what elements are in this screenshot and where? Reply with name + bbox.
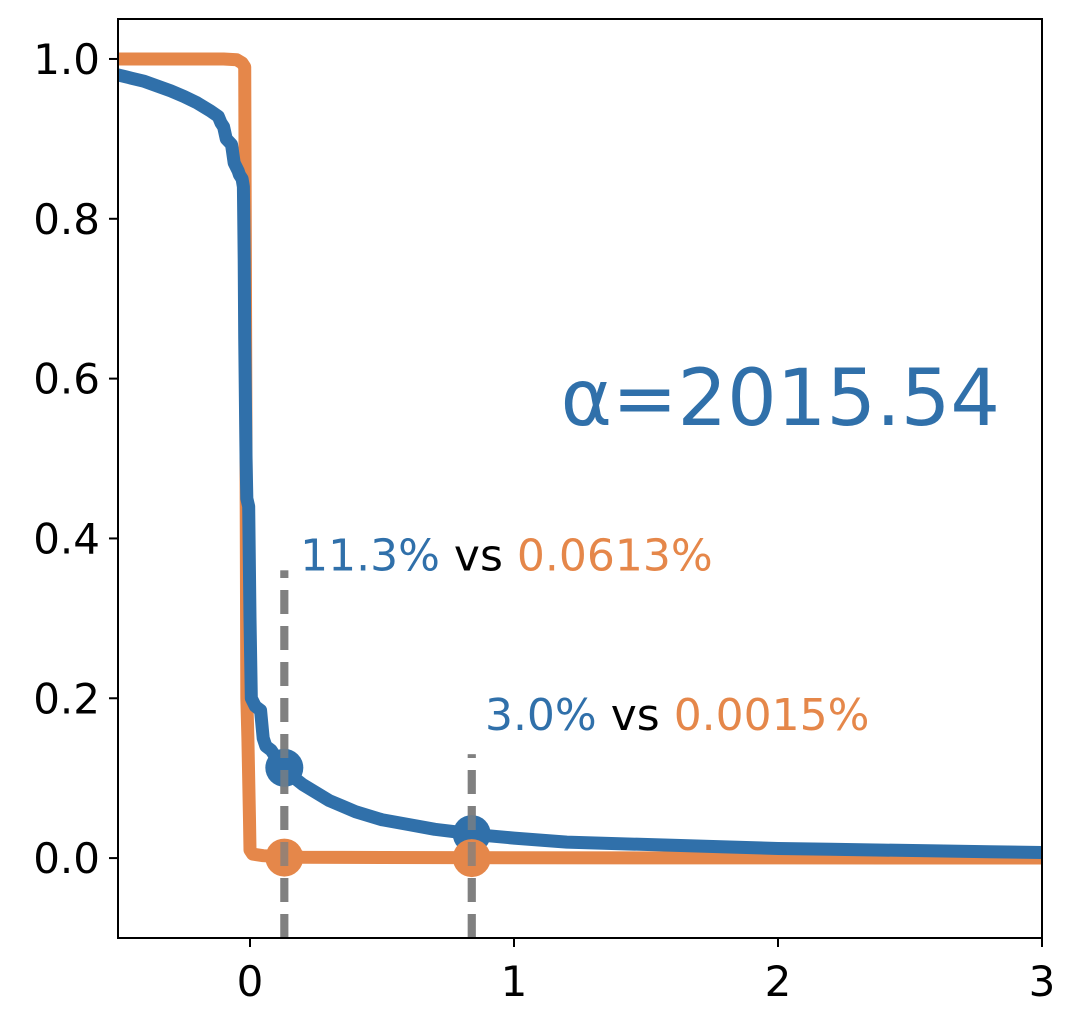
annotation-1: 11.3% vs 0.0613% <box>300 530 712 581</box>
y-tick-label-2: 0.4 <box>33 514 100 563</box>
x-tick-label-1: 1 <box>501 957 528 1006</box>
series-line-blue <box>118 68 1042 859</box>
y-tick-label-1: 0.2 <box>33 674 100 723</box>
y-tick-label-5: 1.0 <box>33 35 100 84</box>
vline-layer <box>280 570 476 938</box>
annotation-vs: vs <box>597 690 674 741</box>
annotation-orange-value: 0.0015% <box>674 690 870 741</box>
text-layer: α=2015.54 11.3% vs 0.0613% 3.0% vs 0.0015% <box>300 354 1000 741</box>
series-layer <box>118 52 1042 865</box>
alpha-label: α=2015.54 <box>561 354 1000 444</box>
plot-frame <box>117 18 1043 939</box>
x-tick-label-2: 2 <box>765 957 792 1006</box>
annotation-orange-value: 0.0613% <box>517 530 713 581</box>
annotation-blue-value: 11.3% <box>300 530 440 581</box>
y-tick-label-0: 0.0 <box>33 834 100 883</box>
series-line-orange <box>118 52 1042 865</box>
x-tick-label-0: 0 <box>237 957 264 1006</box>
axes-layer: 0 1 2 3 0.0 0.2 0.4 0.6 0.8 1.0 <box>33 18 1056 1006</box>
marker-layer <box>265 570 491 938</box>
data-point-marker-1 <box>265 748 304 787</box>
y-tick-label-3: 0.6 <box>33 355 100 404</box>
y-tick-label-4: 0.8 <box>33 195 100 244</box>
annotation-vs: vs <box>440 530 517 581</box>
x-tick-label-3: 3 <box>1029 957 1056 1006</box>
annotation-blue-value: 3.0% <box>485 690 597 741</box>
annotation-2: 3.0% vs 0.0015% <box>485 690 869 741</box>
